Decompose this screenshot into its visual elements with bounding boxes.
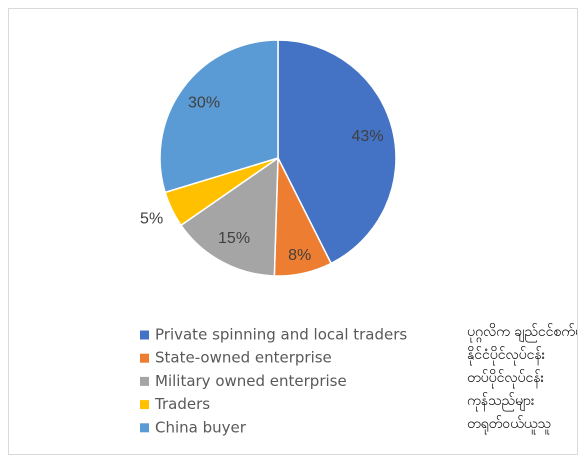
legend-swatch [140,400,149,410]
pie-slice [159,39,279,194]
annotations: ပုဂ္ဂလိက ချည်ငင်စက်များနှင့် ပြည်တွင်းကု… [467,323,586,434]
annotation: နိုင်ငံပိုင်လုပ်ငန်း [467,347,546,365]
pie-slice [180,156,279,277]
pie-slice [277,39,397,265]
data-label: 15% [218,230,250,247]
legend-swatch [140,330,149,340]
legend-swatch [140,423,149,433]
legend-label: Traders [154,395,210,413]
legend: Private spinning and local traders State-… [140,326,407,436]
legend-label: China buyer [155,418,247,436]
annotation: တရုတ်ဝယ်ယူသူ [467,416,551,434]
annotation: ကုန်သည်များ [467,393,535,411]
pie: 43% 8% 15% 5% 30% [140,39,397,277]
legend-label: Military owned enterprise [155,372,347,390]
legend-label: Private spinning and local traders [155,326,407,344]
data-label: 43% [352,128,384,145]
data-label: 5% [140,210,163,227]
data-label: 8% [288,247,311,264]
annotation: ပုဂ္ဂလိက ချည်ငင်စက်များနှင့် ပြည်တွင်းကု… [467,323,586,342]
annotation: တပ်ပိုင်လုပ်ငန်း [467,370,544,388]
legend-swatch [140,353,149,363]
data-label: 30% [188,94,220,111]
legend-swatch [140,376,149,386]
legend-label: State-owned enterprise [155,349,332,367]
